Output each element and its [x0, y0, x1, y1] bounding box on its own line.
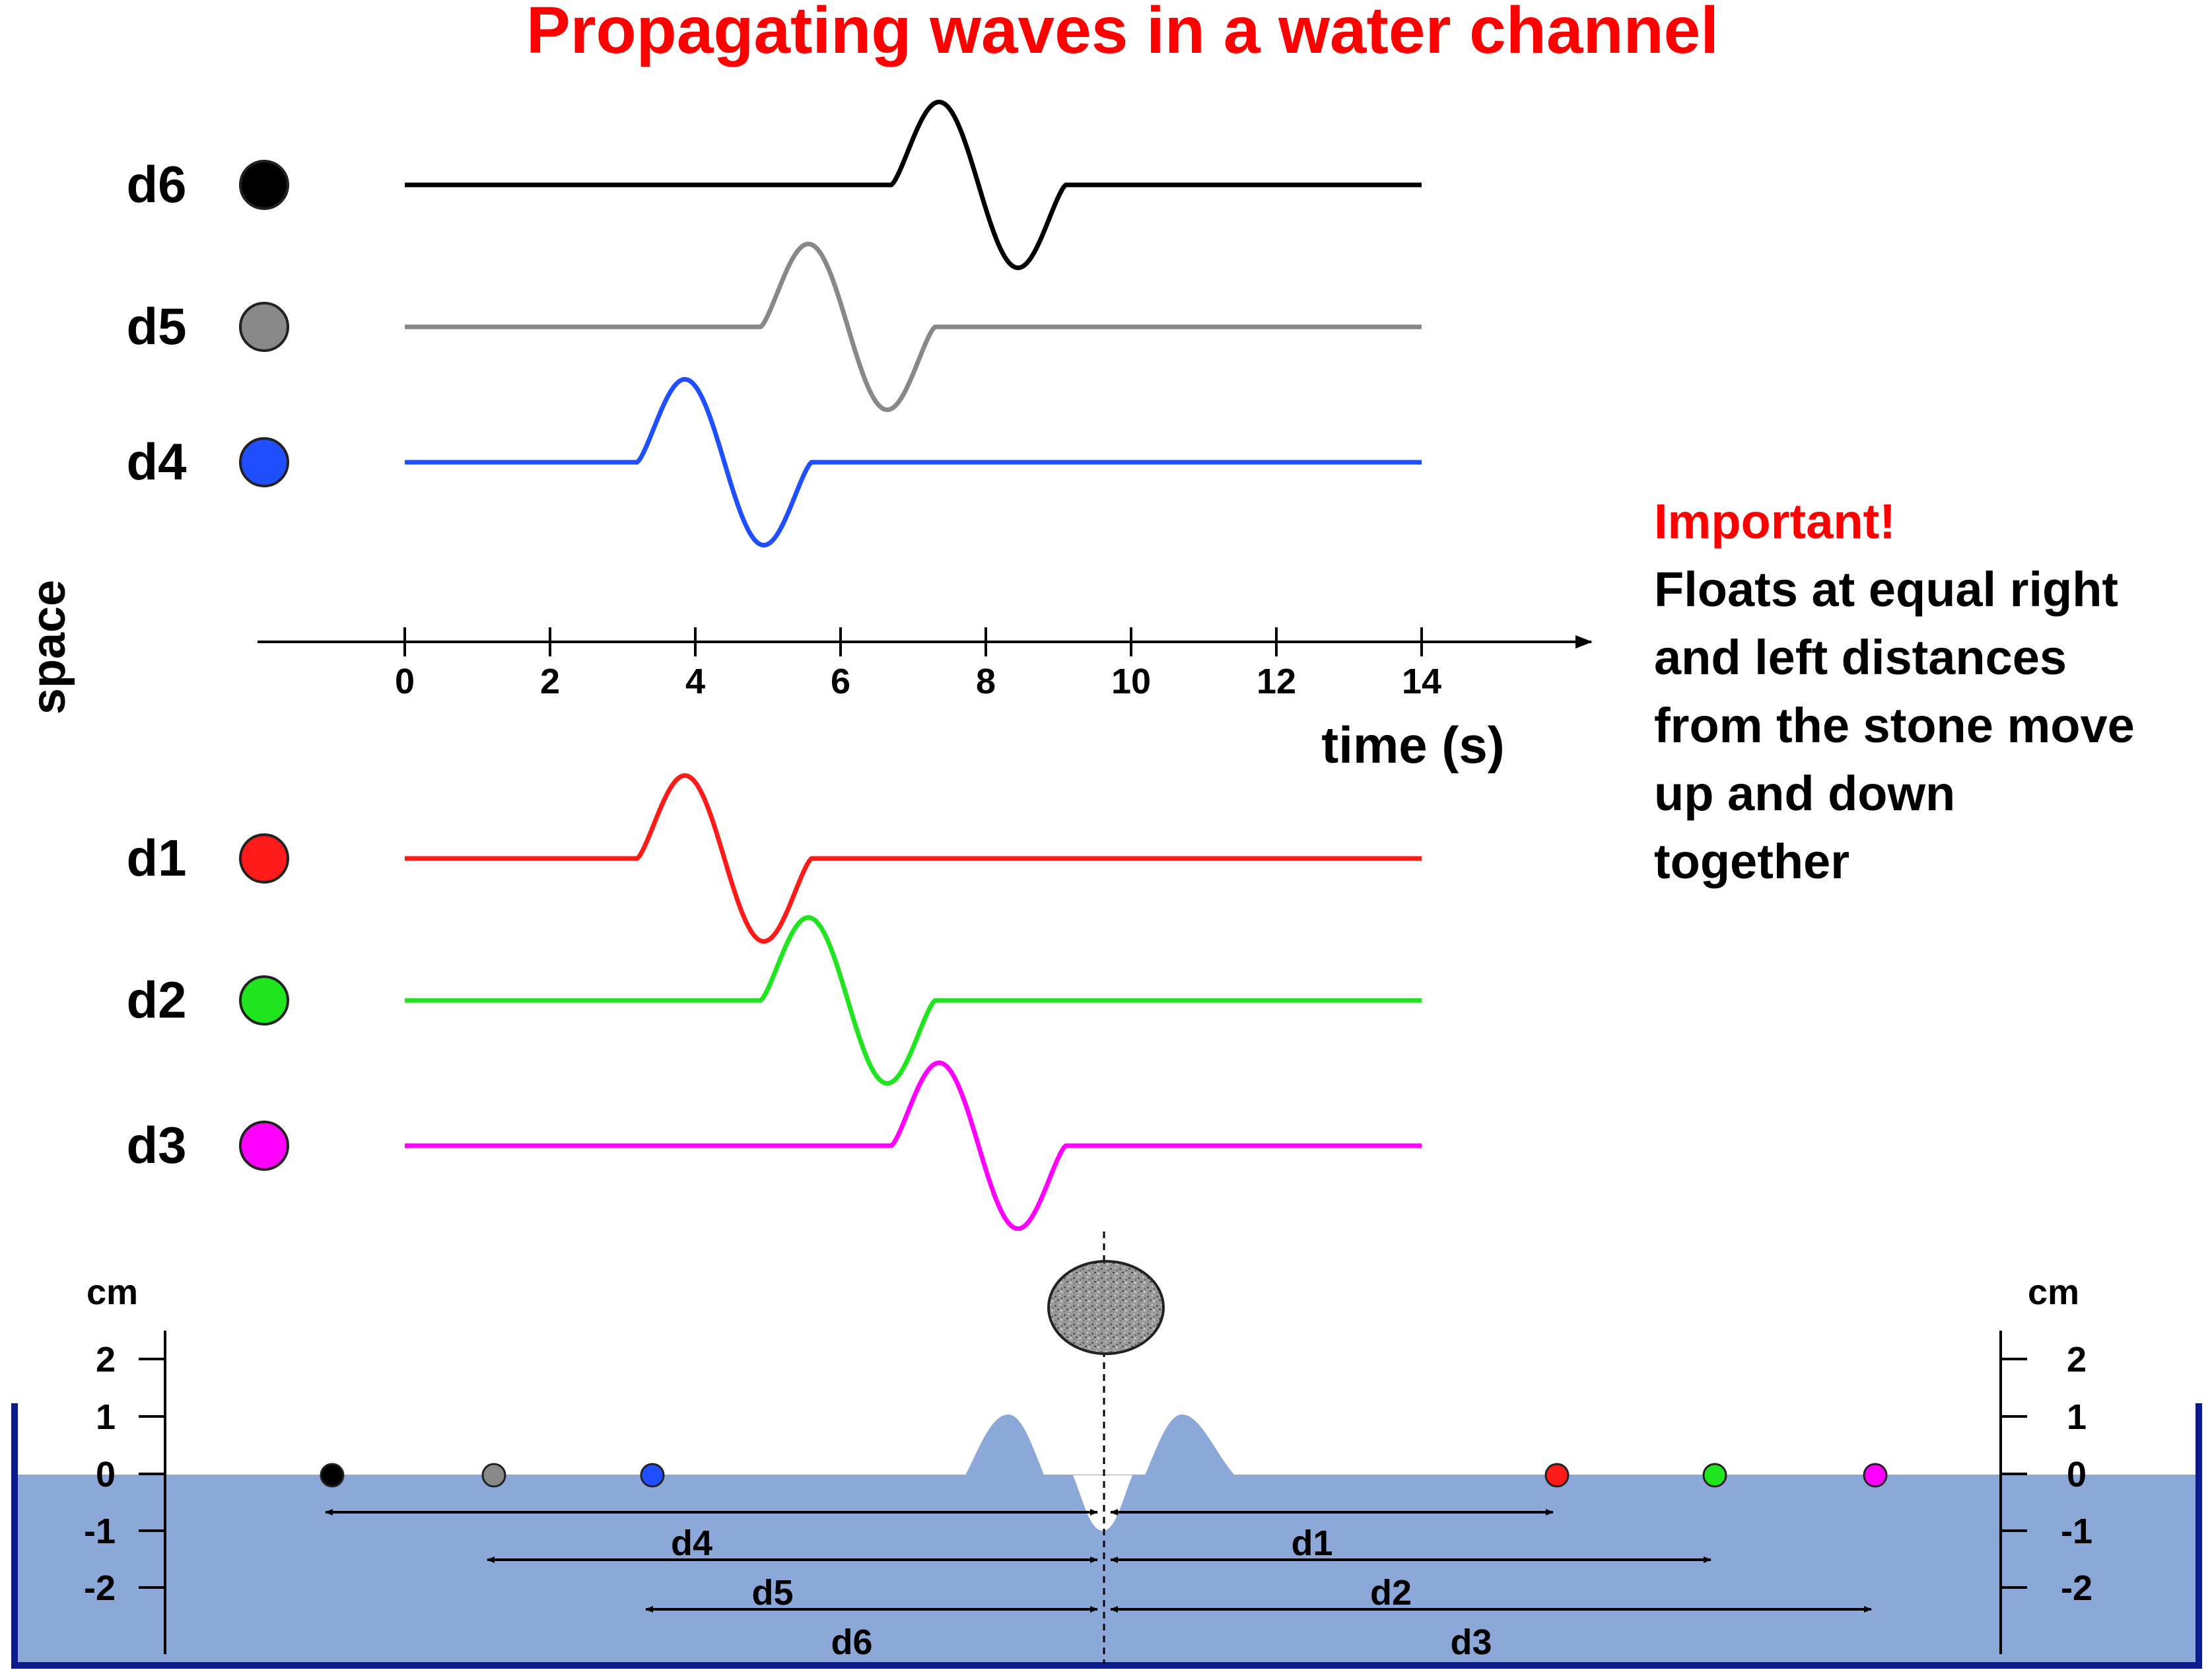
distance-arrows: d4 d5 d6 d1 d2 d3: [325, 1509, 1872, 1662]
float-marker-d5: [239, 302, 289, 352]
water-float: [640, 1463, 665, 1488]
time-axis-ticks: 0 2 4 6 8 10 12 14: [395, 627, 1441, 701]
float-marker-d4: [239, 437, 289, 487]
note-line: Floats at equal right: [1654, 562, 2119, 617]
trace-d1: [405, 773, 1422, 944]
left-scale: cm 2 1 0 -1 -2: [84, 1273, 166, 1654]
trace-label: d6: [126, 155, 186, 213]
water-float: [1544, 1463, 1570, 1488]
scale-label-right: -2: [2061, 1568, 2092, 1608]
wave-traces: d6 d5 d4 d1 d2 d3: [126, 99, 1422, 1232]
time-tick-label: 6: [831, 662, 850, 701]
scale-label-left: -2: [84, 1568, 116, 1608]
trace-d2: [405, 915, 1422, 1086]
water-wave-right: [1104, 1414, 1235, 1531]
y-axis-label: space: [22, 580, 75, 715]
scale-label-right: 0: [2067, 1455, 2087, 1494]
trace-d5: [405, 241, 1422, 413]
time-tick-label: 0: [395, 662, 415, 701]
scale-label-left: -1: [84, 1512, 116, 1551]
note-line: together: [1654, 834, 1849, 889]
trace-label: d5: [126, 297, 186, 355]
note-heading: Important!: [1654, 494, 1896, 549]
water-float: [1863, 1463, 1888, 1488]
distance-label: d3: [1450, 1622, 1492, 1662]
distance-label: d6: [831, 1622, 872, 1662]
left-unit-label: cm: [86, 1273, 138, 1312]
time-tick-label: 10: [1111, 662, 1151, 701]
trace-d3: [405, 1060, 1422, 1232]
trace-d6: [405, 99, 1422, 271]
distance-label: d4: [671, 1523, 712, 1563]
float-marker-d6: [239, 160, 289, 210]
water-wave-left: [965, 1414, 1083, 1531]
scale-label-left: 2: [96, 1340, 116, 1379]
time-tick-label: 12: [1257, 662, 1296, 701]
time-tick-label: 14: [1402, 662, 1441, 701]
x-axis-label: time (s): [1321, 716, 1504, 774]
floats: [320, 1463, 1888, 1488]
distance-label: d2: [1370, 1573, 1412, 1613]
float-marker-d3: [239, 1121, 289, 1171]
stone-icon: [1047, 1260, 1165, 1355]
important-note: Important! Floats at equal right and lef…: [1654, 487, 2202, 895]
time-tick-label: 2: [540, 662, 560, 701]
note-line: from the stone move: [1654, 698, 2135, 753]
trace-label: d2: [126, 971, 186, 1029]
right-scale: cm 2 1 0 -1 -2: [1999, 1273, 2092, 1654]
scale-label-right: 1: [2067, 1397, 2087, 1437]
trace-label: d1: [126, 829, 186, 887]
time-tick-label: 8: [976, 662, 996, 701]
distance-label: d1: [1291, 1523, 1332, 1563]
trace-label: d4: [126, 433, 186, 491]
float-marker-d1: [239, 833, 289, 884]
note-line: and left distances: [1654, 630, 2067, 685]
scale-label-right: 2: [2067, 1340, 2087, 1379]
distance-label: d5: [751, 1573, 793, 1613]
channel-walls: [11, 1403, 2202, 1669]
right-unit-label: cm: [2028, 1273, 2079, 1312]
water-float: [1702, 1463, 1727, 1488]
scale-label-left: 1: [96, 1397, 116, 1437]
float-marker-d2: [239, 975, 289, 1026]
scale-label-left: 0: [96, 1455, 116, 1494]
trace-d4: [405, 376, 1422, 548]
time-tick-label: 4: [685, 662, 705, 701]
diagram-title: Propagating waves in a water channel: [526, 0, 1719, 67]
water-float: [320, 1463, 345, 1488]
note-line: up and down: [1654, 766, 1956, 821]
scale-label-right: -1: [2061, 1512, 2092, 1551]
trace-label: d3: [126, 1116, 186, 1174]
water-trough: [1073, 1475, 1132, 1531]
water-float: [481, 1463, 506, 1488]
